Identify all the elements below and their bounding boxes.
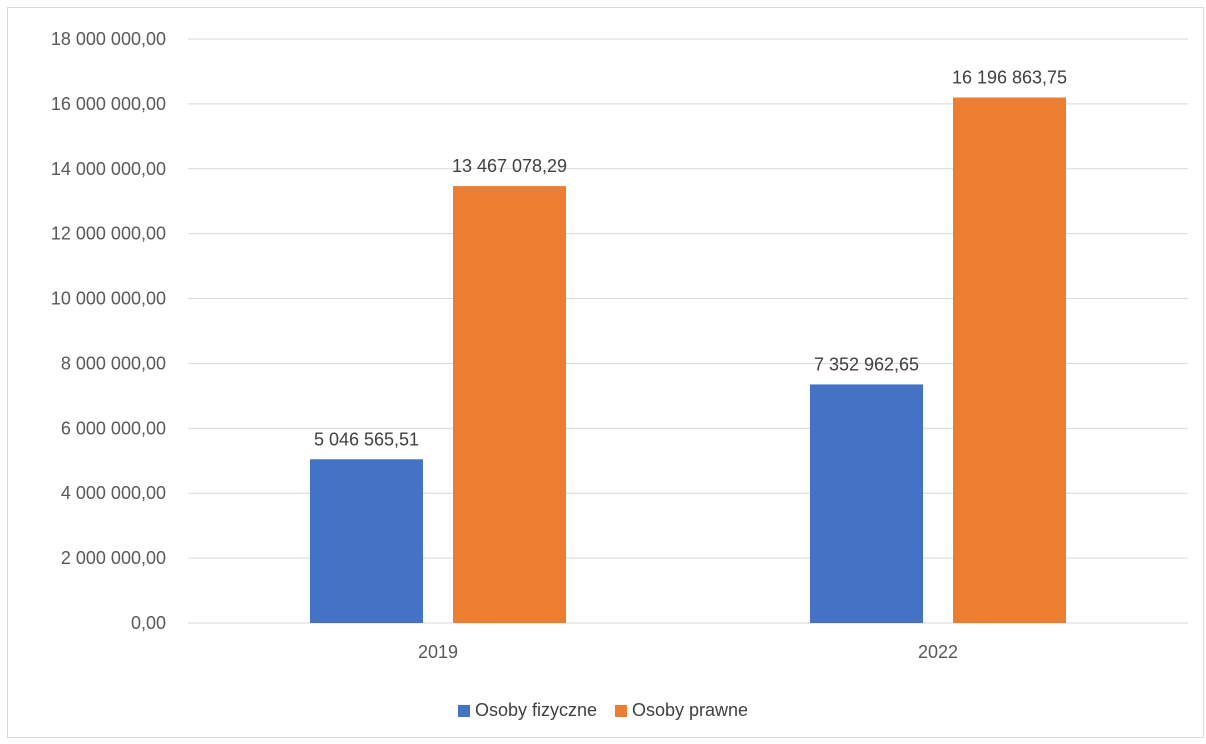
y-tick-label: 2 000 000,00 — [61, 548, 166, 568]
y-tick-label: 4 000 000,00 — [61, 483, 166, 503]
y-tick-label: 18 000 000,00 — [51, 29, 166, 49]
y-tick-label: 16 000 000,00 — [51, 94, 166, 114]
chart-frame: 0,00 2 000 000,00 4 000 000,00 6 000 000,00… — [7, 7, 1204, 738]
legend-swatch-osoby-fizyczne — [457, 704, 470, 717]
data-label: 5 046 565,51 — [314, 429, 419, 449]
legend-item-osoby-fizyczne: Osoby fizyczne — [457, 700, 597, 721]
bar-osoby-fizyczne-2019 — [310, 459, 423, 623]
data-labels: 5 046 565,51 13 467 078,29 7 352 962,65 16 … — [314, 68, 1067, 450]
x-tick-label: 2022 — [918, 642, 958, 662]
bar-osoby-fizyczne-2022 — [810, 384, 923, 623]
bar-osoby-prawne-2019 — [453, 186, 566, 624]
y-tick-label: 10 000 000,00 — [51, 289, 166, 309]
bars — [310, 97, 1066, 624]
y-tick-label: 14 000 000,00 — [51, 159, 166, 179]
legend-item-osoby-prawne: Osoby prawne — [614, 700, 749, 721]
data-label: 7 352 962,65 — [814, 354, 919, 374]
y-tick-label: 8 000 000,00 — [61, 353, 166, 373]
legend-label-osoby-fizyczne: Osoby fizyczne — [474, 700, 597, 720]
bar-osoby-prawne-2022 — [953, 97, 1066, 623]
legend-swatch-osoby-prawne — [614, 704, 627, 717]
legend-label-osoby-prawne: Osoby prawne — [631, 700, 749, 720]
y-tick-label: 12 000 000,00 — [51, 224, 166, 244]
y-tick-label: 6 000 000,00 — [61, 418, 166, 438]
y-tick-label: 0,00 — [131, 613, 166, 633]
legend: Osoby fizyczne Osoby prawne — [0, 700, 1206, 721]
data-label: 13 467 078,29 — [452, 156, 567, 176]
x-axis-tick-labels: 2019 2022 — [418, 642, 958, 662]
y-axis-tick-labels: 0,00 2 000 000,00 4 000 000,00 6 000 000,00… — [51, 29, 166, 633]
x-tick-label: 2019 — [418, 642, 458, 662]
bar-chart: 0,00 2 000 000,00 4 000 000,00 6 000 000,00… — [51, 29, 1188, 662]
data-label: 16 196 863,75 — [952, 68, 1067, 88]
